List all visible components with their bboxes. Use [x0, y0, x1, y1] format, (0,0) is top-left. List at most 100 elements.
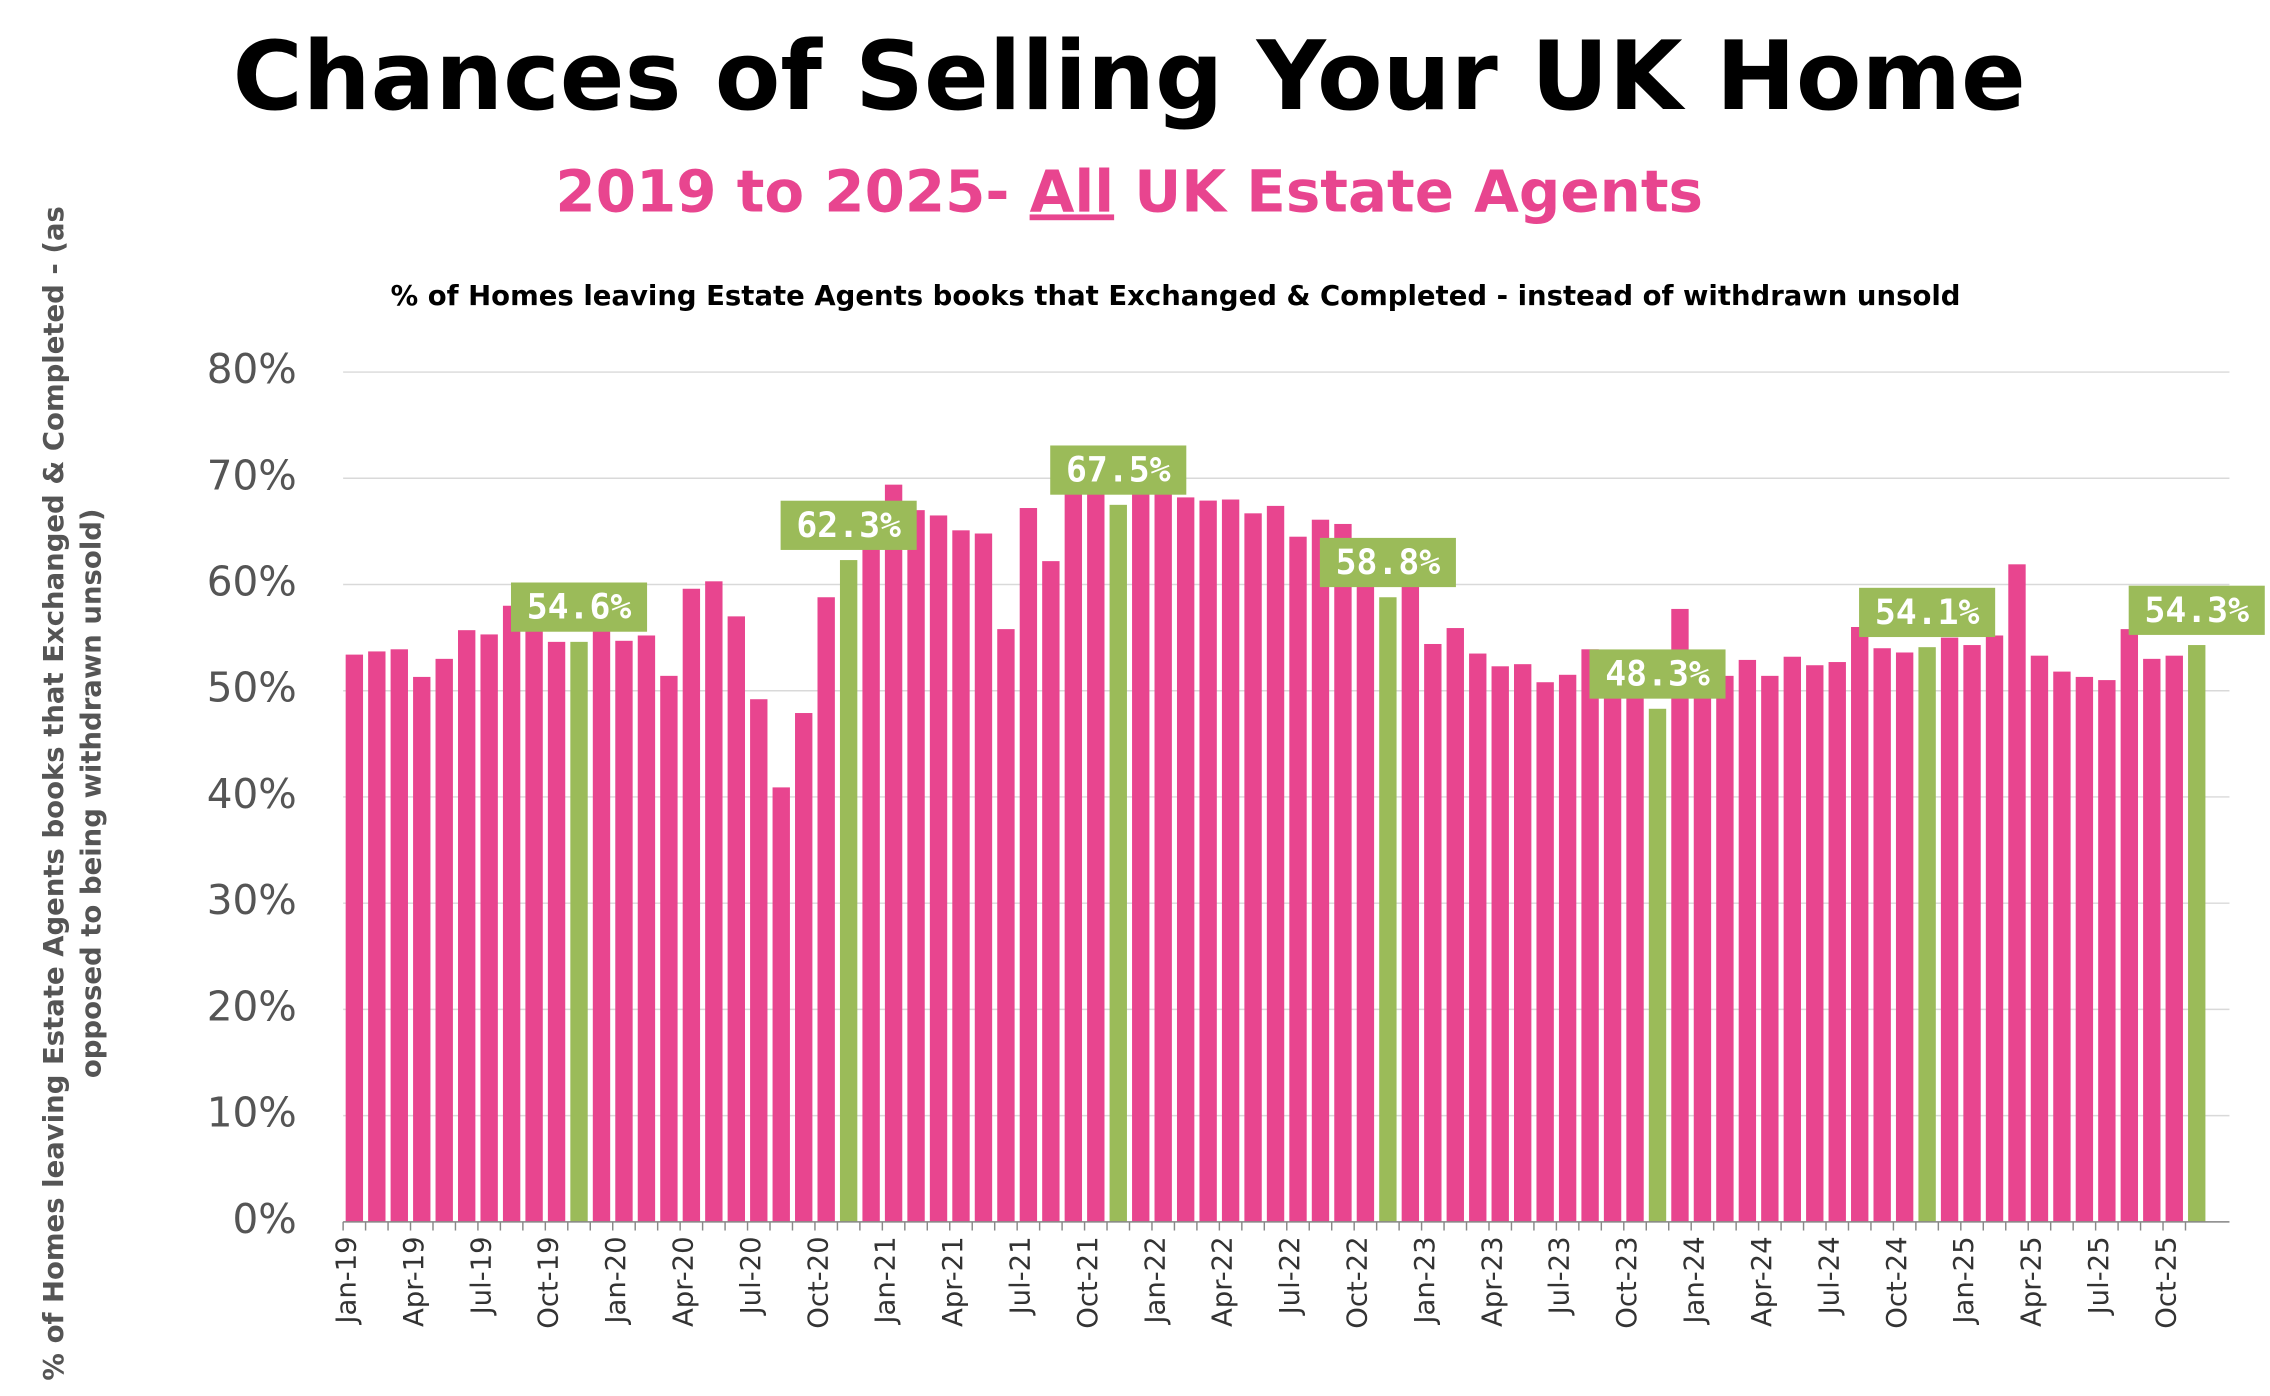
x-tick-label: Jul-21	[1005, 1236, 1037, 1316]
bar	[772, 787, 790, 1222]
bar	[1985, 635, 2004, 1222]
bar	[390, 649, 408, 1222]
bar	[2165, 655, 2183, 1222]
y-tick-label: 80%	[207, 345, 297, 393]
x-tick-label: Jul-22	[1274, 1236, 1306, 1316]
bar	[1132, 478, 1150, 1222]
value-label: 54.6%	[527, 588, 632, 628]
bar	[1581, 649, 1599, 1222]
bar	[2008, 564, 2026, 1222]
bar	[1558, 674, 1577, 1222]
value-label-box	[1319, 537, 1456, 588]
x-tick-label: Jul-23	[1544, 1236, 1576, 1316]
y-tick-label: 0%	[233, 1195, 297, 1243]
x-tick-label: Apr-24	[1746, 1236, 1778, 1327]
bar	[615, 640, 633, 1222]
x-tick-label: Oct-19	[533, 1236, 565, 1328]
y-tick-label: 20%	[207, 982, 297, 1030]
value-label-box	[1859, 587, 1996, 638]
x-tick-label: Jan-19	[330, 1236, 362, 1325]
y-axis-label: opposed to being withdrawn unsold)	[76, 508, 108, 1078]
bar	[1940, 637, 1959, 1222]
bar	[1469, 653, 1487, 1222]
x-tick-label: Oct-24	[1881, 1236, 1913, 1328]
value-label: 58.8%	[1336, 543, 1441, 583]
bar	[2188, 645, 2206, 1222]
bar	[1828, 662, 1846, 1222]
bar	[1895, 652, 1914, 1222]
bar	[839, 560, 858, 1222]
bar	[458, 630, 476, 1222]
x-tick-label: Jul-25	[2083, 1236, 2115, 1316]
bar	[884, 484, 903, 1222]
y-tick-label: 30%	[207, 876, 297, 924]
bar	[1648, 708, 1667, 1222]
bar	[1176, 497, 1195, 1222]
x-tick-label: Apr-25	[2016, 1236, 2048, 1327]
value-label: 67.5%	[1066, 451, 1171, 491]
value-label: 54.3%	[2144, 591, 2249, 631]
chart-title: Chances of Selling Your UK Home	[233, 20, 2026, 132]
bar	[2143, 658, 2161, 1222]
bar	[1019, 508, 1038, 1222]
bar	[480, 634, 498, 1222]
bar	[525, 616, 543, 1222]
bar	[705, 581, 723, 1222]
y-tick-label: 50%	[207, 664, 297, 712]
bar	[1716, 675, 1734, 1222]
bar	[1536, 682, 1554, 1222]
x-tick-label: Oct-25	[2150, 1236, 2182, 1328]
bar	[1783, 656, 1801, 1222]
bar	[1154, 478, 1172, 1222]
bar	[435, 658, 453, 1222]
value-label-box	[780, 500, 917, 550]
bar	[974, 533, 993, 1222]
x-tick-label: Oct-22	[1342, 1236, 1374, 1328]
bar	[1446, 628, 1464, 1222]
bar	[862, 542, 880, 1222]
bar	[1761, 675, 1779, 1222]
bar	[795, 713, 813, 1222]
value-label-box	[1050, 445, 1187, 495]
bar	[570, 641, 588, 1222]
bar	[592, 629, 611, 1222]
x-tick-label: Apr-23	[1476, 1236, 1508, 1327]
x-tick-label: Oct-21	[1072, 1236, 1104, 1328]
bar	[1603, 658, 1622, 1222]
bar	[660, 675, 678, 1222]
x-tick-label: Jul-19	[465, 1236, 497, 1316]
bar	[1738, 659, 1757, 1222]
bar	[907, 510, 925, 1222]
bar	[1379, 597, 1397, 1222]
bar	[1514, 664, 1532, 1222]
bar	[1311, 519, 1330, 1222]
x-tick-label: Jan-23	[1409, 1236, 1441, 1325]
bar	[817, 597, 835, 1222]
value-label: 54.1%	[1875, 593, 1980, 633]
bar	[1671, 608, 1689, 1222]
bar	[682, 588, 701, 1222]
bar	[997, 629, 1015, 1222]
subtitle-part: All	[1030, 158, 1115, 226]
value-label-box	[2128, 585, 2265, 635]
bar	[1109, 504, 1127, 1222]
bar	[1289, 536, 1307, 1222]
bar	[1626, 680, 1644, 1222]
bar	[1693, 658, 1712, 1222]
bar	[2075, 676, 2094, 1222]
x-tick-label: Apr-22	[1207, 1236, 1239, 1327]
y-axis-label: % of Homes leaving Estate Agents books t…	[38, 206, 70, 1380]
x-tick-label: Jan-20	[600, 1236, 632, 1325]
bar	[1042, 561, 1060, 1222]
y-tick-label: 60%	[207, 558, 297, 606]
chart-subtitle: 2019 to 2025- All UK Estate Agents	[555, 158, 1703, 226]
bar	[1873, 648, 1891, 1222]
y-tick-label: 10%	[207, 1089, 297, 1137]
subtitle-part: 2019 to 2025-	[555, 158, 1029, 226]
x-tick-label: Jul-20	[735, 1236, 767, 1316]
x-tick-label: Apr-19	[398, 1236, 430, 1327]
bar	[1491, 666, 1509, 1222]
bar	[2098, 680, 2116, 1222]
x-tick-label: Oct-23	[1611, 1236, 1643, 1328]
chart-note: % of Homes leaving Estate Agents books t…	[391, 280, 1961, 312]
